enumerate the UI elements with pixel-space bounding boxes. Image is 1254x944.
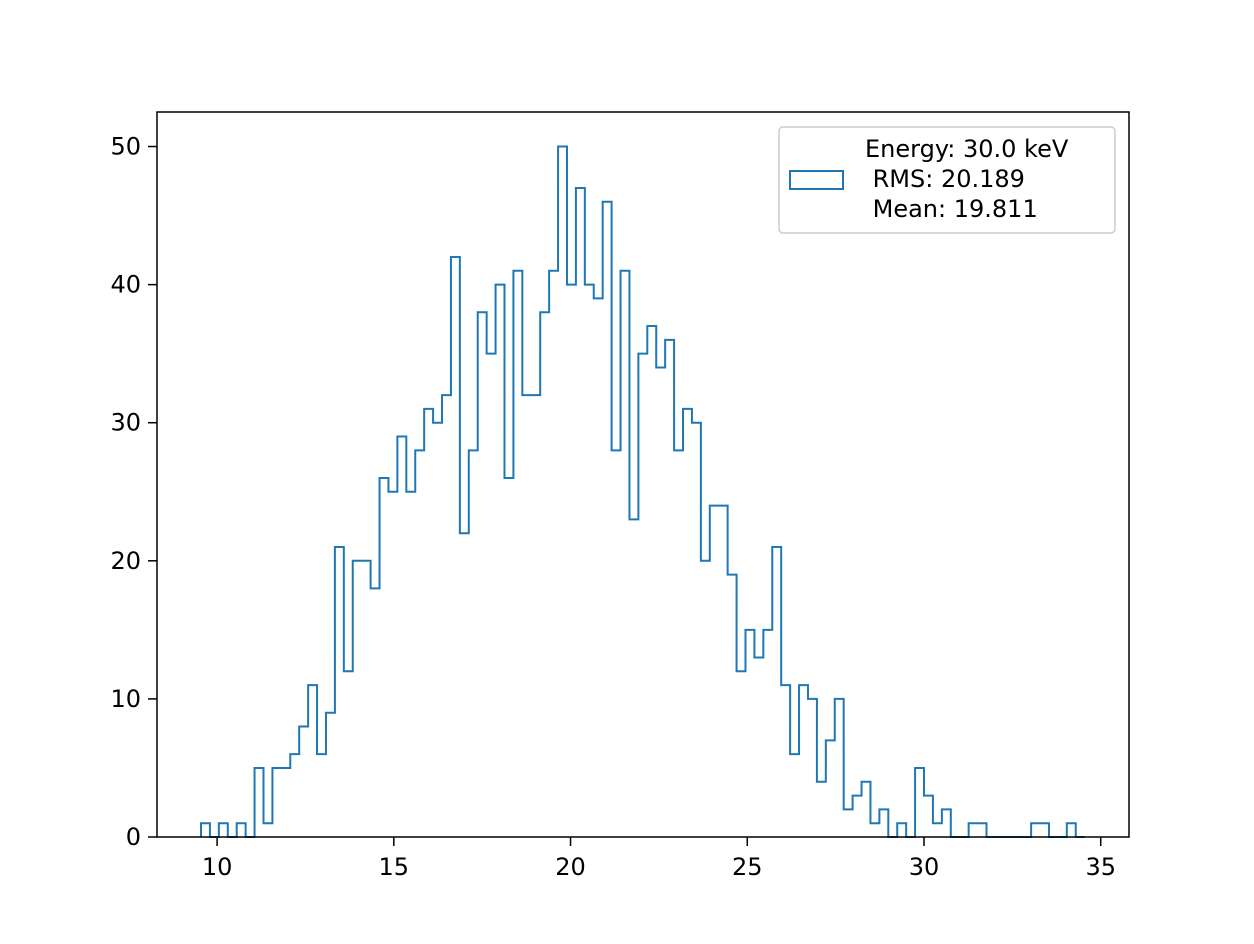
legend-swatch — [789, 170, 844, 190]
x-tick-label: 35 — [1085, 853, 1116, 881]
legend-label-line: Energy: 30.0 keV — [865, 135, 1069, 163]
x-tick-label: 15 — [379, 853, 410, 881]
legend-label-line: RMS: 20.189 — [865, 165, 1025, 193]
legend-box — [778, 126, 1116, 234]
x-tick-label: 25 — [732, 853, 763, 881]
y-tick-label: 10 — [110, 685, 141, 713]
x-tick-label: 30 — [909, 853, 940, 881]
x-tick-label: 20 — [555, 853, 586, 881]
legend: Energy: 30.0 keV RMS: 20.189 Mean: 19.81… — [778, 126, 1116, 234]
axes-frame — [156, 111, 1130, 838]
x-tick-label: 10 — [202, 853, 233, 881]
axis-ticks: 10 15 20 25 30 35 0 10 20 30 40 50 — [110, 133, 1116, 881]
y-tick-label: 50 — [110, 133, 141, 161]
legend-label-line: Mean: 19.811 — [865, 195, 1038, 223]
y-tick-label: 30 — [110, 409, 141, 437]
histogram-step-line — [200, 145, 1085, 838]
legend-label: Energy: 30.0 keV RMS: 20.189 Mean: 19.81… — [865, 135, 1069, 223]
y-tick-label: 20 — [110, 547, 141, 575]
y-tick-label: 0 — [126, 823, 141, 851]
y-tick-label: 40 — [110, 271, 141, 299]
